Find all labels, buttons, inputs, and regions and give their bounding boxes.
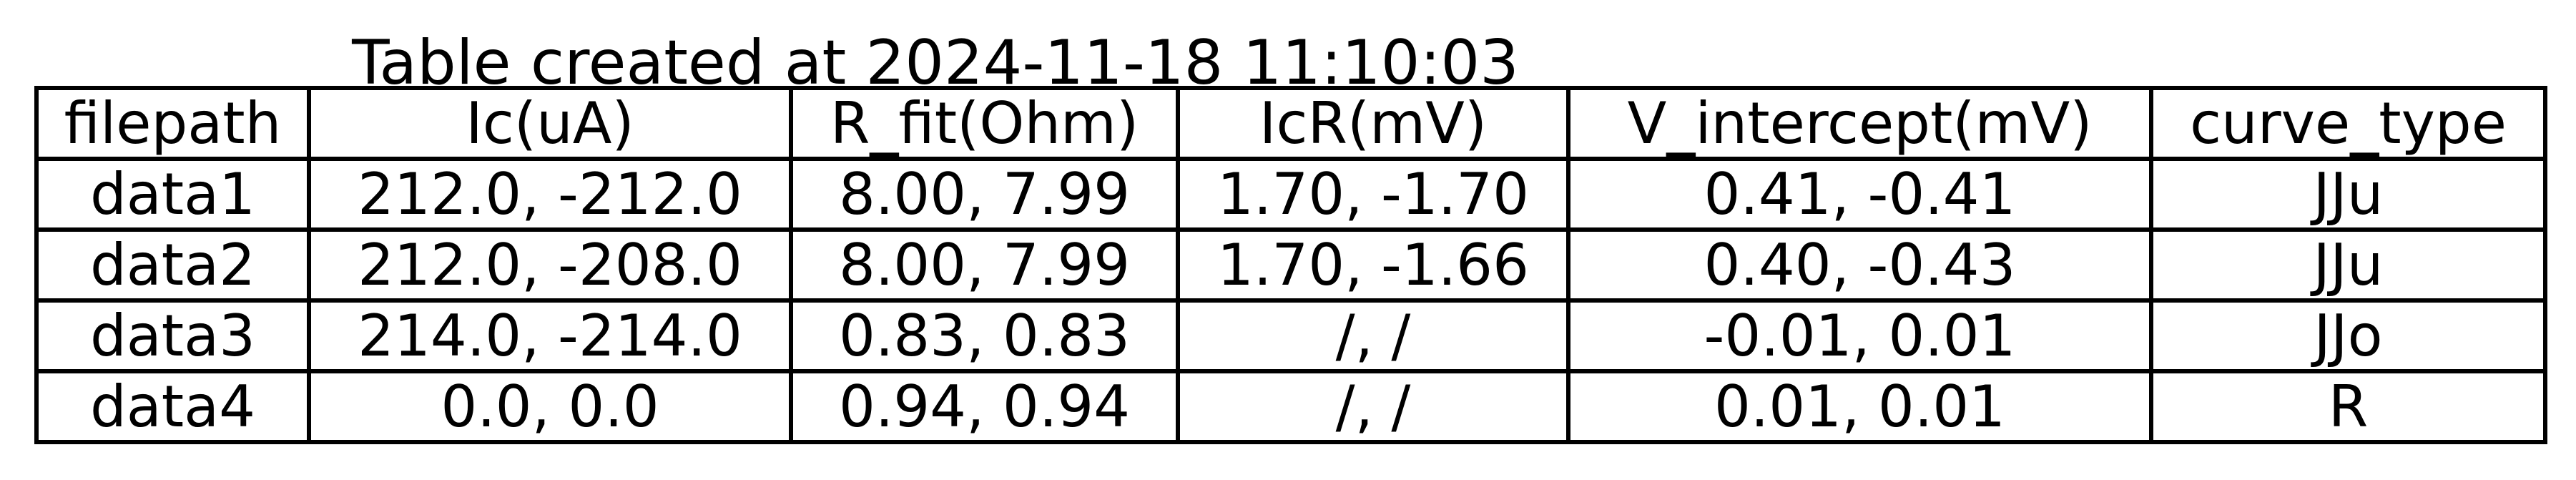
cell-v-intercept: 0.40, -0.43 <box>1566 227 2153 303</box>
cell-filepath: data3 <box>34 298 311 373</box>
column-header-filepath: filepath <box>34 86 311 161</box>
cell-curve-type: R <box>2149 369 2547 444</box>
cell-icr: 1.70, -1.70 <box>1176 157 1570 232</box>
cell-ic: 0.0, 0.0 <box>307 369 793 444</box>
column-header-ic: Ic(uA) <box>307 86 793 161</box>
cell-icr: 1.70, -1.66 <box>1176 227 1570 303</box>
cell-v-intercept: -0.01, 0.01 <box>1566 298 2153 373</box>
column-header-r-fit: R_fit(Ohm) <box>789 86 1180 161</box>
data-table: filepath Ic(uA) R_fit(Ohm) IcR(mV) V_int… <box>34 86 2547 444</box>
cell-filepath: data4 <box>34 369 311 444</box>
table-row: data1 212.0, -212.0 8.00, 7.99 1.70, -1.… <box>34 157 2547 232</box>
cell-ic: 214.0, -214.0 <box>307 298 793 373</box>
column-header-icr: IcR(mV) <box>1176 86 1570 161</box>
column-header-curve-type: curve_type <box>2149 86 2547 161</box>
cell-curve-type: JJo <box>2149 298 2547 373</box>
column-header-v-intercept: V_intercept(mV) <box>1566 86 2153 161</box>
header-row: filepath Ic(uA) R_fit(Ohm) IcR(mV) V_int… <box>34 86 2547 161</box>
cell-curve-type: JJu <box>2149 157 2547 232</box>
table-title: Table created at 2024-11-18 11:10:03 <box>352 27 1519 99</box>
table-row: data4 0.0, 0.0 0.94, 0.94 /, / 0.01, 0.0… <box>34 369 2547 444</box>
table-row: data2 212.0, -208.0 8.00, 7.99 1.70, -1.… <box>34 227 2547 303</box>
cell-v-intercept: 0.01, 0.01 <box>1566 369 2153 444</box>
cell-r-fit: 0.94, 0.94 <box>789 369 1180 444</box>
cell-ic: 212.0, -208.0 <box>307 227 793 303</box>
cell-ic: 212.0, -212.0 <box>307 157 793 232</box>
cell-curve-type: JJu <box>2149 227 2547 303</box>
cell-filepath: data2 <box>34 227 311 303</box>
cell-filepath: data1 <box>34 157 311 232</box>
cell-icr: /, / <box>1176 369 1570 444</box>
table-row: data3 214.0, -214.0 0.83, 0.83 /, / -0.0… <box>34 298 2547 373</box>
cell-r-fit: 0.83, 0.83 <box>789 298 1180 373</box>
cell-r-fit: 8.00, 7.99 <box>789 157 1180 232</box>
cell-v-intercept: 0.41, -0.41 <box>1566 157 2153 232</box>
cell-icr: /, / <box>1176 298 1570 373</box>
cell-r-fit: 8.00, 7.99 <box>789 227 1180 303</box>
